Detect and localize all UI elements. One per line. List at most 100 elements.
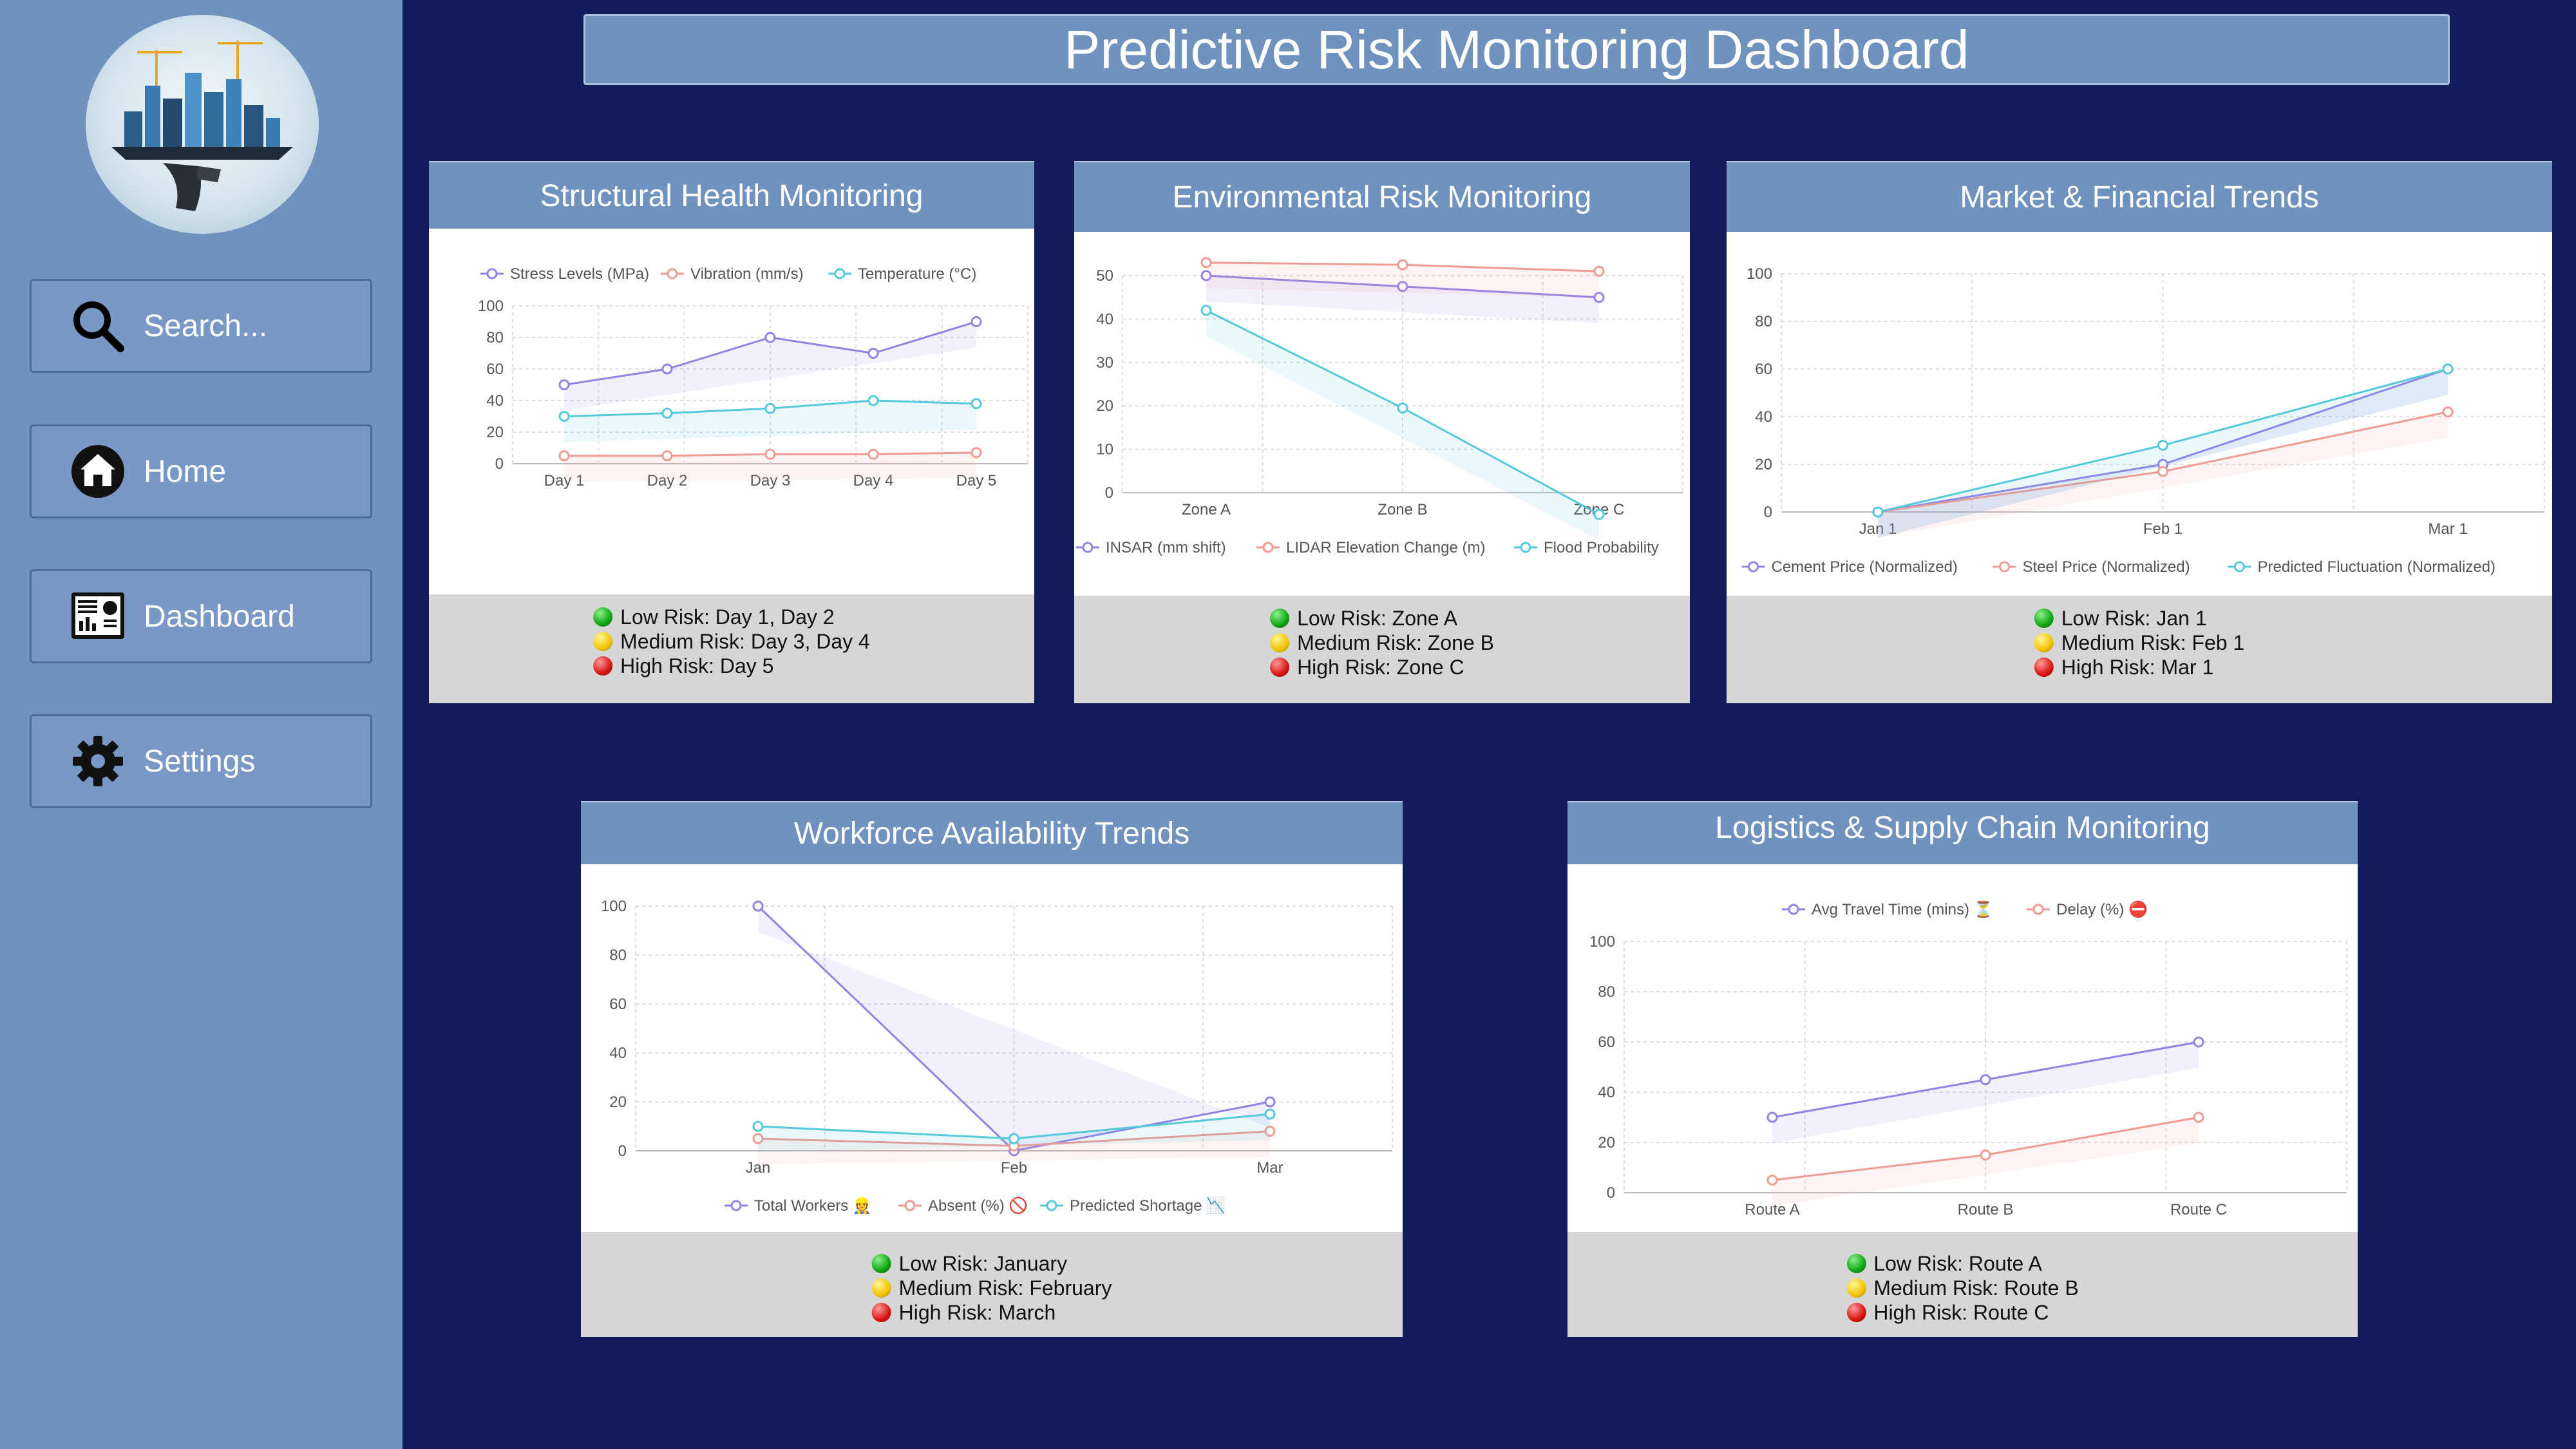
legend-item: Total Workers 👷 xyxy=(724,1197,872,1215)
yellow-dot-icon xyxy=(871,1278,891,1298)
legend-label: Flood Probability xyxy=(1544,539,1659,556)
legend-label: Steel Price (Normalized) xyxy=(2023,558,2190,576)
y-tick-label: 40 xyxy=(486,392,504,410)
red-dot-icon xyxy=(871,1303,891,1322)
x-tick-label: Day 2 xyxy=(647,472,688,489)
data-point xyxy=(867,348,879,359)
legend-label: Avg Travel Time (mins) ⏳ xyxy=(1812,900,1993,918)
legend-item: Predicted Fluctuation (Normalized) xyxy=(2228,558,2496,576)
search-button[interactable]: Search... xyxy=(30,279,372,373)
green-dot-icon xyxy=(1846,1254,1866,1273)
x-tick-label: Mar xyxy=(1256,1159,1283,1177)
data-point xyxy=(764,332,776,343)
y-tick-label: 60 xyxy=(486,361,504,378)
data-point xyxy=(558,379,570,390)
workforce-panel: Workforce Availability Trends 0 20 40 60 80 1… xyxy=(581,801,1403,1337)
data-point xyxy=(1593,509,1605,520)
page-title: Predictive Risk Monitoring Dashboard xyxy=(583,14,2450,85)
y-tick-label: 40 xyxy=(1598,1084,1615,1101)
data-point xyxy=(2157,466,2168,477)
risk-high: High Risk: March xyxy=(871,1300,1112,1325)
risk-medium: Medium Risk: February xyxy=(871,1276,1112,1300)
y-tick-label: 40 xyxy=(609,1045,627,1062)
x-tick-label: Day 4 xyxy=(853,472,894,489)
y-tick-label: 0 xyxy=(1105,484,1113,502)
data-point xyxy=(764,402,776,414)
data-point xyxy=(971,398,982,410)
legend-label: Predicted Fluctuation (Normalized) xyxy=(2258,558,2496,576)
x-tick-label: Feb xyxy=(1001,1159,1027,1177)
x-tick-label: Jan xyxy=(746,1159,771,1177)
y-tick-label: 20 xyxy=(486,424,504,441)
legend-label: LIDAR Elevation Change (m) xyxy=(1286,539,1485,556)
market-chart: 0 20 40 60 80 100 Jan 1 Feb 1 Mar 1 Cement Price … xyxy=(1741,265,2545,576)
y-tick-label: 20 xyxy=(1755,456,1772,473)
x-tick-label: Route A xyxy=(1745,1201,1799,1218)
y-tick-label: 80 xyxy=(1755,313,1772,330)
y-tick-label: 40 xyxy=(1755,408,1772,426)
data-point xyxy=(1200,270,1212,281)
red-dot-icon xyxy=(593,656,613,676)
data-point xyxy=(764,448,776,460)
y-tick-label: 20 xyxy=(609,1094,627,1111)
risk-legend: Low Risk: Zone A Medium Risk: Zone B Hig… xyxy=(1074,596,1690,703)
y-tick-label: 10 xyxy=(1096,441,1113,459)
risk-medium: Medium Risk: Route B xyxy=(1846,1276,2079,1300)
data-point xyxy=(2442,406,2454,418)
y-tick-label: 80 xyxy=(1598,983,1615,1001)
legend-marker xyxy=(1082,542,1094,553)
data-point xyxy=(1766,1175,1778,1186)
data-point xyxy=(971,447,982,459)
yellow-dot-icon xyxy=(593,632,613,651)
data-point xyxy=(1872,506,1884,518)
dashboard-label: Dashboard xyxy=(144,599,295,634)
legend-label: Total Workers 👷 xyxy=(754,1197,872,1215)
risk-high: High Risk: Zone C xyxy=(1270,655,1494,679)
data-point xyxy=(1397,281,1408,292)
y-tick-label: 0 xyxy=(1764,504,1772,521)
x-tick-label: Day 5 xyxy=(956,472,997,489)
data-point xyxy=(558,411,570,422)
legend-marker xyxy=(667,268,678,279)
risk-legend: Low Risk: Day 1, Day 2 Medium Risk: Day … xyxy=(429,594,1034,703)
data-point xyxy=(558,450,570,462)
legend-label: Absent (%) 🚫 xyxy=(928,1197,1028,1215)
x-tick-label: Feb 1 xyxy=(2143,520,2183,538)
settings-button[interactable]: Settings xyxy=(30,714,372,808)
legend-marker xyxy=(904,1200,916,1211)
data-point xyxy=(2193,1112,2204,1123)
legend-marker xyxy=(1046,1200,1057,1211)
data-point xyxy=(1397,402,1408,414)
y-tick-label: 80 xyxy=(609,947,627,964)
legend-item: Temperature (°C) xyxy=(828,265,976,283)
data-point xyxy=(2442,363,2454,375)
panel-title: Structural Health Monitoring xyxy=(429,161,1034,230)
home-button[interactable]: Home xyxy=(30,424,372,518)
data-point xyxy=(661,408,673,419)
risk-high: High Risk: Mar 1 xyxy=(2034,655,2245,679)
legend-label: Temperature (°C) xyxy=(858,265,976,283)
risk-legend: Low Risk: Route A Medium Risk: Route B H… xyxy=(1567,1232,2358,1337)
legend-item: Steel Price (Normalized) xyxy=(1993,558,2190,576)
search-icon xyxy=(70,298,126,354)
chart-area: 0 20 40 60 80 100 Jan Feb Mar Total Workers 👷 Abse… xyxy=(581,864,1403,1232)
data-point xyxy=(752,1133,764,1144)
risk-medium: Medium Risk: Day 3, Day 4 xyxy=(593,629,870,654)
chart-area: 0 10 20 30 40 50 Zone A Zone B Zone C INSAR (mm s… xyxy=(1074,232,1690,596)
risk-high: High Risk: Day 5 xyxy=(593,654,870,678)
green-dot-icon xyxy=(1270,609,1290,628)
legend-marker xyxy=(2032,904,2044,915)
x-tick-label: Mar 1 xyxy=(2428,520,2467,538)
logistics-panel: Logistics & Supply Chain Monitoring 0 20 4… xyxy=(1567,801,2358,1337)
legend-label: Delay (%) ⛔ xyxy=(2056,900,2148,918)
legend-marker xyxy=(1999,561,2010,573)
data-point xyxy=(2157,439,2168,451)
market-financial-panel: Market & Financial Trends 0 20 40 60 80 100 Ja… xyxy=(1727,161,2552,703)
risk-high: High Risk: Route C xyxy=(1846,1300,2078,1325)
legend-item: INSAR (mm shift) xyxy=(1076,539,1226,556)
panel-title: Logistics & Supply Chain Monitoring xyxy=(1567,801,2358,866)
series-fill xyxy=(564,321,976,411)
data-point xyxy=(1766,1112,1778,1123)
dashboard-button[interactable]: Dashboard xyxy=(30,569,372,663)
legend-label: Predicted Shortage 📉 xyxy=(1070,1197,1226,1215)
